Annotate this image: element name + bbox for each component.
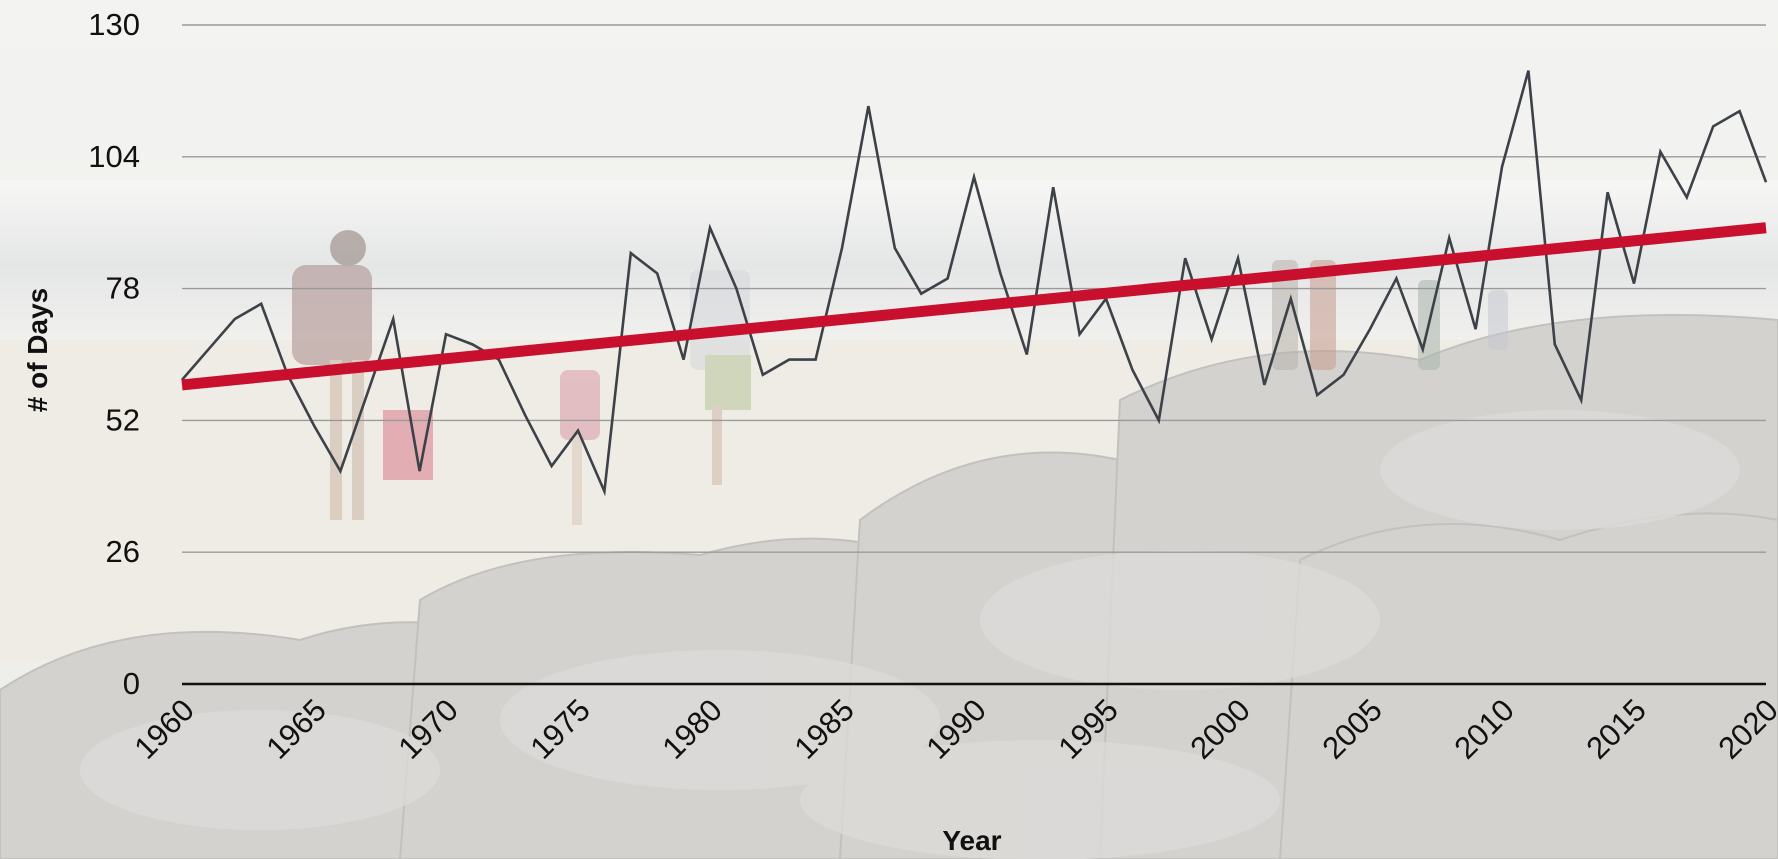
x-tick-label: 1990 [919, 692, 993, 766]
x-tick-label: 1970 [391, 692, 465, 766]
x-axis-ticks: 1960 1965 1970 1975 1980 1985 1990 1995 2000 2005… [127, 692, 1778, 766]
y-axis-ticks: 0 26 52 78 104 130 [88, 7, 140, 701]
x-tick-label: 2005 [1315, 692, 1389, 766]
x-tick-label: 1995 [1051, 692, 1125, 766]
x-tick-label: 1960 [127, 692, 201, 766]
x-tick-label: 2010 [1447, 692, 1521, 766]
gridlines [182, 24, 1766, 686]
x-tick-label: 1985 [787, 692, 861, 766]
y-tick-label: 130 [88, 7, 140, 42]
trend-line [181, 222, 1767, 391]
x-tick-label: 2015 [1579, 692, 1653, 766]
days-series-line [181, 70, 1768, 497]
y-tick-label: 0 [123, 666, 140, 701]
y-tick-label: 104 [88, 139, 140, 174]
x-tick-label: 1980 [655, 692, 729, 766]
y-tick-label: 78 [106, 271, 140, 306]
x-tick-label: 1965 [259, 692, 333, 766]
x-axis-title: Year [942, 825, 1001, 856]
y-tick-label: 52 [106, 402, 140, 437]
y-tick-label: 26 [106, 534, 140, 569]
series-layer [181, 70, 1768, 497]
x-tick-label: 1975 [523, 692, 597, 766]
x-tick-label: 2000 [1183, 692, 1257, 766]
x-tick-label: 2020 [1711, 692, 1778, 766]
y-axis-title: # of Days [22, 288, 53, 413]
